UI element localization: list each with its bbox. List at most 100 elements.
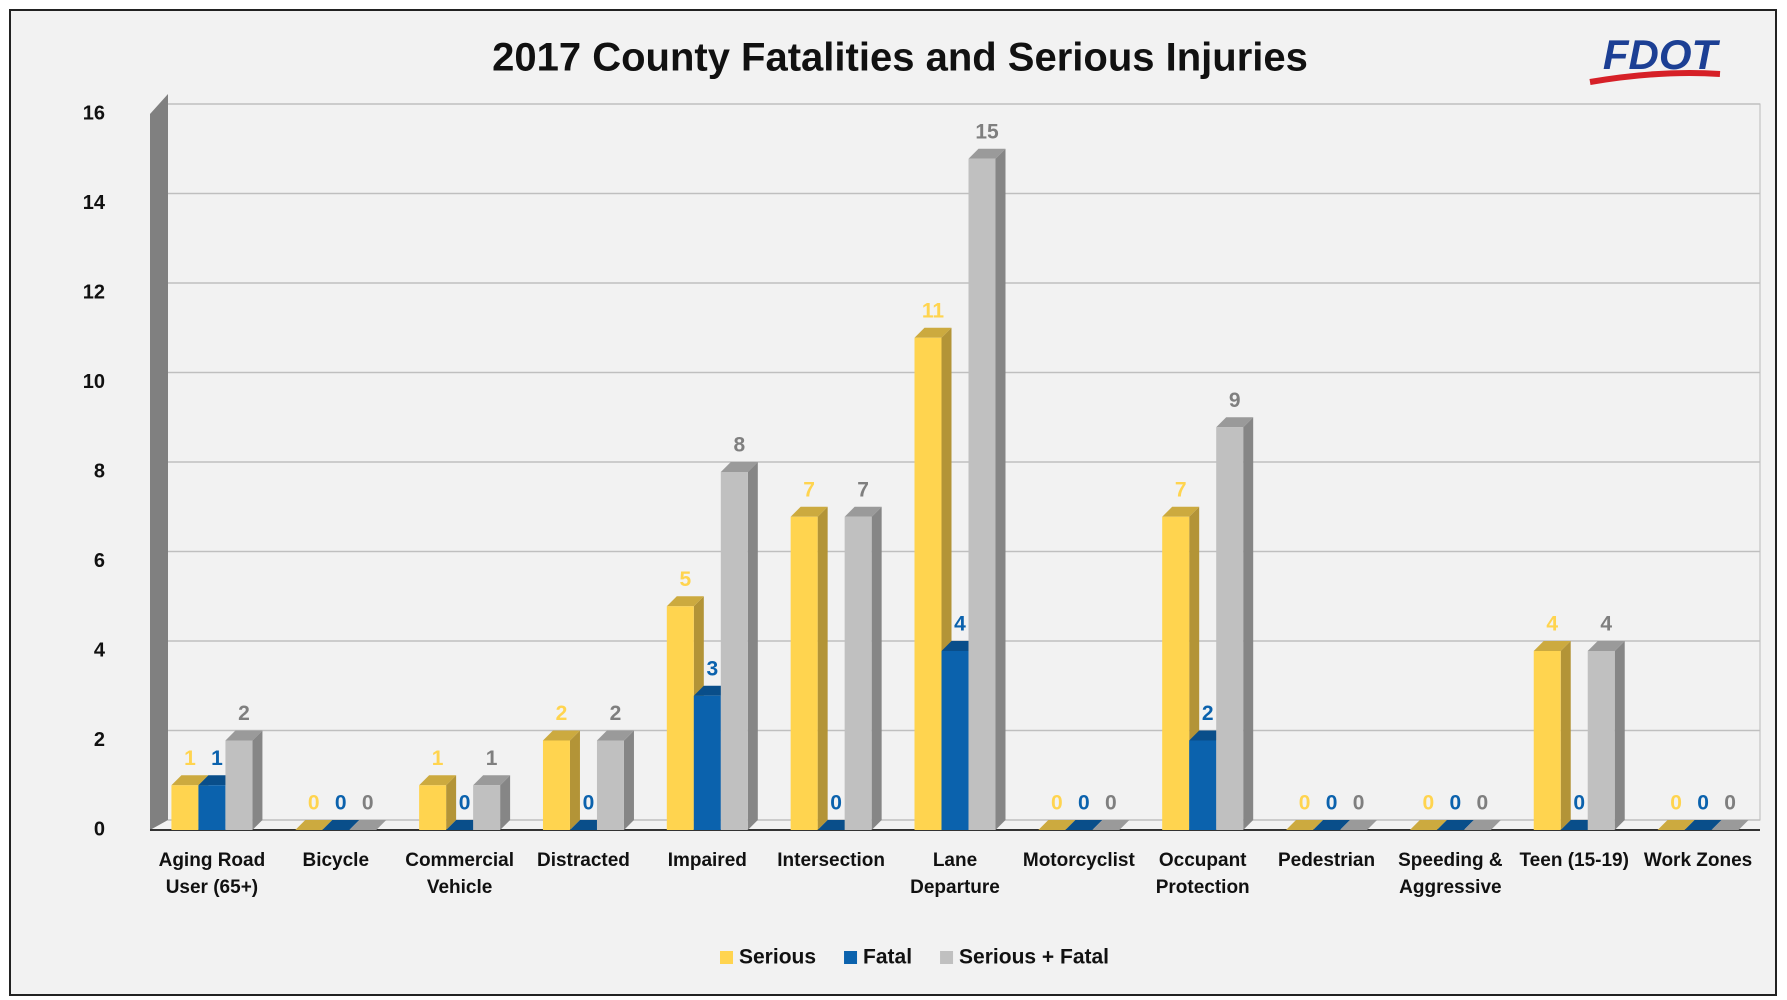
bar-top xyxy=(322,820,360,830)
value-label: 4 xyxy=(1600,613,1612,636)
bar xyxy=(171,785,199,830)
bar-top xyxy=(1340,820,1378,830)
value-label: 0 xyxy=(1573,792,1585,815)
bar-side xyxy=(623,730,634,830)
bar xyxy=(1189,740,1217,830)
bar xyxy=(1533,651,1561,830)
bar-top xyxy=(1038,820,1076,830)
x-tick-label: Intersection xyxy=(777,850,885,871)
bar-top xyxy=(720,462,758,472)
bar-top xyxy=(1533,641,1571,651)
value-label: 0 xyxy=(583,792,595,815)
bar-top xyxy=(225,730,263,741)
value-label: 0 xyxy=(1423,792,1435,815)
bar xyxy=(1216,427,1244,830)
legend-swatch xyxy=(844,951,858,964)
bar-side xyxy=(747,462,758,830)
value-label: 0 xyxy=(362,792,374,815)
bar-top xyxy=(1065,820,1103,830)
bar-side xyxy=(569,730,580,830)
side-wall xyxy=(150,94,168,830)
y-tick-label: 12 xyxy=(83,281,105,303)
legend-swatch xyxy=(720,951,733,964)
value-label: 4 xyxy=(1546,613,1558,636)
bar-top xyxy=(419,775,457,786)
bar xyxy=(914,337,942,830)
bar-top xyxy=(473,775,511,786)
bar-top xyxy=(1092,820,1130,830)
y-tick-label: 8 xyxy=(94,460,105,482)
bar-top xyxy=(968,148,1006,159)
x-tick-label: Work Zones xyxy=(1643,850,1753,871)
bar-top xyxy=(1587,641,1625,651)
bar xyxy=(666,606,694,830)
value-label: 0 xyxy=(308,792,320,815)
bar-top xyxy=(1711,820,1749,830)
bar-top xyxy=(844,506,882,517)
legend-label: Serious xyxy=(739,946,816,969)
x-tick-label: Distracted xyxy=(536,850,630,871)
bar-top xyxy=(542,730,580,741)
x-tick-label: Pedestrian xyxy=(1277,850,1376,871)
bar-top xyxy=(1436,820,1474,830)
bar-side xyxy=(817,506,828,830)
value-label: 1 xyxy=(184,747,196,770)
x-tick-label: Lane Departure xyxy=(910,850,1000,898)
legend-label: Fatal xyxy=(863,946,912,969)
y-tick-label: 14 xyxy=(83,192,106,214)
value-label: 2 xyxy=(556,702,568,725)
bar-top xyxy=(1162,506,1200,517)
legend-swatch xyxy=(940,951,954,964)
value-label: 9 xyxy=(1229,389,1241,412)
value-label: 7 xyxy=(803,478,815,501)
value-label: 5 xyxy=(679,568,691,591)
y-tick-label: 10 xyxy=(83,371,105,393)
bar xyxy=(198,785,226,830)
x-tick-label: Commercial Vehicle xyxy=(405,850,514,898)
chart-title: 2017 County Fatalities and Serious Injur… xyxy=(492,36,1308,80)
x-tick-label: Motorcyclist xyxy=(1022,850,1135,871)
value-label: 0 xyxy=(1724,792,1736,815)
x-tick-label: Aging Road User (65+) xyxy=(158,850,266,898)
bar xyxy=(225,740,253,830)
value-label: 1 xyxy=(211,747,223,770)
x-tick-label: Teen (15-19) xyxy=(1519,850,1629,871)
bar-top xyxy=(1313,820,1351,830)
bar-top xyxy=(1409,820,1447,830)
bar xyxy=(1587,651,1615,830)
x-tick-label: Impaired xyxy=(667,850,747,871)
y-tick-label: 0 xyxy=(94,818,105,840)
bar-top xyxy=(1286,820,1324,830)
value-label: 3 xyxy=(706,657,718,680)
bar xyxy=(1162,516,1190,830)
bar xyxy=(844,516,872,830)
value-label: 7 xyxy=(1175,478,1187,501)
bar-side xyxy=(1614,641,1625,830)
bar-side xyxy=(446,775,457,830)
value-label: 11 xyxy=(922,299,945,322)
value-label: 0 xyxy=(459,792,471,815)
value-label: 2 xyxy=(238,702,250,725)
bar-top xyxy=(349,820,387,830)
value-label: 1 xyxy=(432,747,444,770)
bar-top xyxy=(1657,820,1695,830)
value-label: 0 xyxy=(1353,792,1365,815)
logo-swoosh xyxy=(1589,70,1721,85)
value-label: 0 xyxy=(1326,792,1338,815)
bar xyxy=(542,740,570,830)
legend-label: Serious + Fatal xyxy=(959,946,1109,969)
x-tick-label: Occupant Protection xyxy=(1155,850,1250,898)
value-label: 0 xyxy=(1051,792,1063,815)
bar-side xyxy=(995,148,1006,830)
bar-side xyxy=(1560,641,1571,830)
bar-top xyxy=(666,596,704,607)
bar-side xyxy=(252,730,263,830)
bar-top xyxy=(171,775,209,786)
x-tick-label: Speeding & Aggressive xyxy=(1398,850,1503,898)
bar xyxy=(419,785,447,830)
value-label: 4 xyxy=(954,613,966,636)
value-label: 2 xyxy=(610,702,622,725)
bar-side xyxy=(500,775,511,830)
